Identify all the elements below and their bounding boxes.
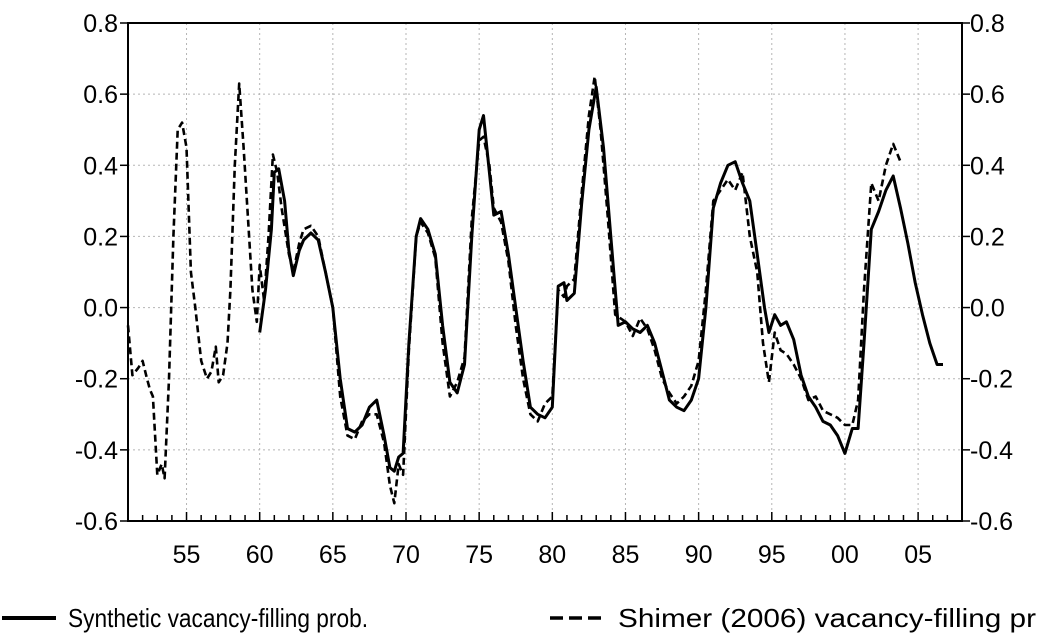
plot-frame [127,22,963,522]
y-tick-label-left: 0.2 [83,223,118,251]
x-tick-label: 60 [246,541,274,569]
x-tick-label: 75 [465,541,493,569]
x-tick-label: 55 [173,541,201,569]
y-tick-label-right: 0.0 [970,295,1005,323]
x-tick-label: 70 [392,541,420,569]
y-tick-label-left: -0.6 [75,508,118,536]
legend-entry-shimer: Shimer (2006) vacancy-filling pr [550,603,1036,633]
y-tick-label-right: -0.4 [970,437,1013,465]
y-tick-label-right: 0.4 [970,152,1005,180]
x-tick-label: 85 [612,541,640,569]
y-tick-label-left: 0.8 [83,10,118,38]
y-tick-label-left: 0.0 [83,295,118,323]
y-tick-label-right: 0.2 [970,223,1005,251]
y-tick-label-left: -0.4 [75,437,118,465]
legend-label: Synthetic vacancy-filling prob. [68,603,368,633]
y-tick-label-left: 0.4 [83,152,118,180]
y-tick-label-right: -0.2 [970,366,1013,394]
legend-label: Shimer (2006) vacancy-filling pr [618,603,1036,633]
series-line-synthetic [258,85,943,473]
series-line-shimer [126,75,902,505]
grid-lines [128,23,962,521]
y-tick-label-right: 0.8 [970,10,1005,38]
x-tick-label: 00 [831,541,859,569]
y-tick-label-right: -0.6 [970,508,1013,536]
x-tick-label: 95 [758,541,786,569]
x-tick-label: 80 [538,541,566,569]
y-tick-label-left: 0.6 [83,81,118,109]
x-axis-labels: 55 60 65 70 75 80 85 90 95 00 05 [173,541,932,569]
y-tick-label-right: 0.6 [970,81,1005,109]
legend-entry-synthetic: Synthetic vacancy-filling prob. [2,603,368,633]
y-axis-right-labels: 0.8 0.6 0.4 0.2 0.0 -0.2 -0.4 -0.6 [970,10,1013,536]
legend: Synthetic vacancy-filling prob. Shimer (2… [2,603,1036,633]
series-layer [126,75,943,505]
x-tick-label: 05 [904,541,932,569]
y-tick-label-left: -0.2 [75,366,118,394]
y-axis-left-labels: 0.8 0.6 0.4 0.2 0.0 -0.2 -0.4 -0.6 [75,10,118,536]
x-tick-label: 90 [685,541,713,569]
axis-ticks [120,22,970,522]
x-tick-label: 65 [319,541,347,569]
